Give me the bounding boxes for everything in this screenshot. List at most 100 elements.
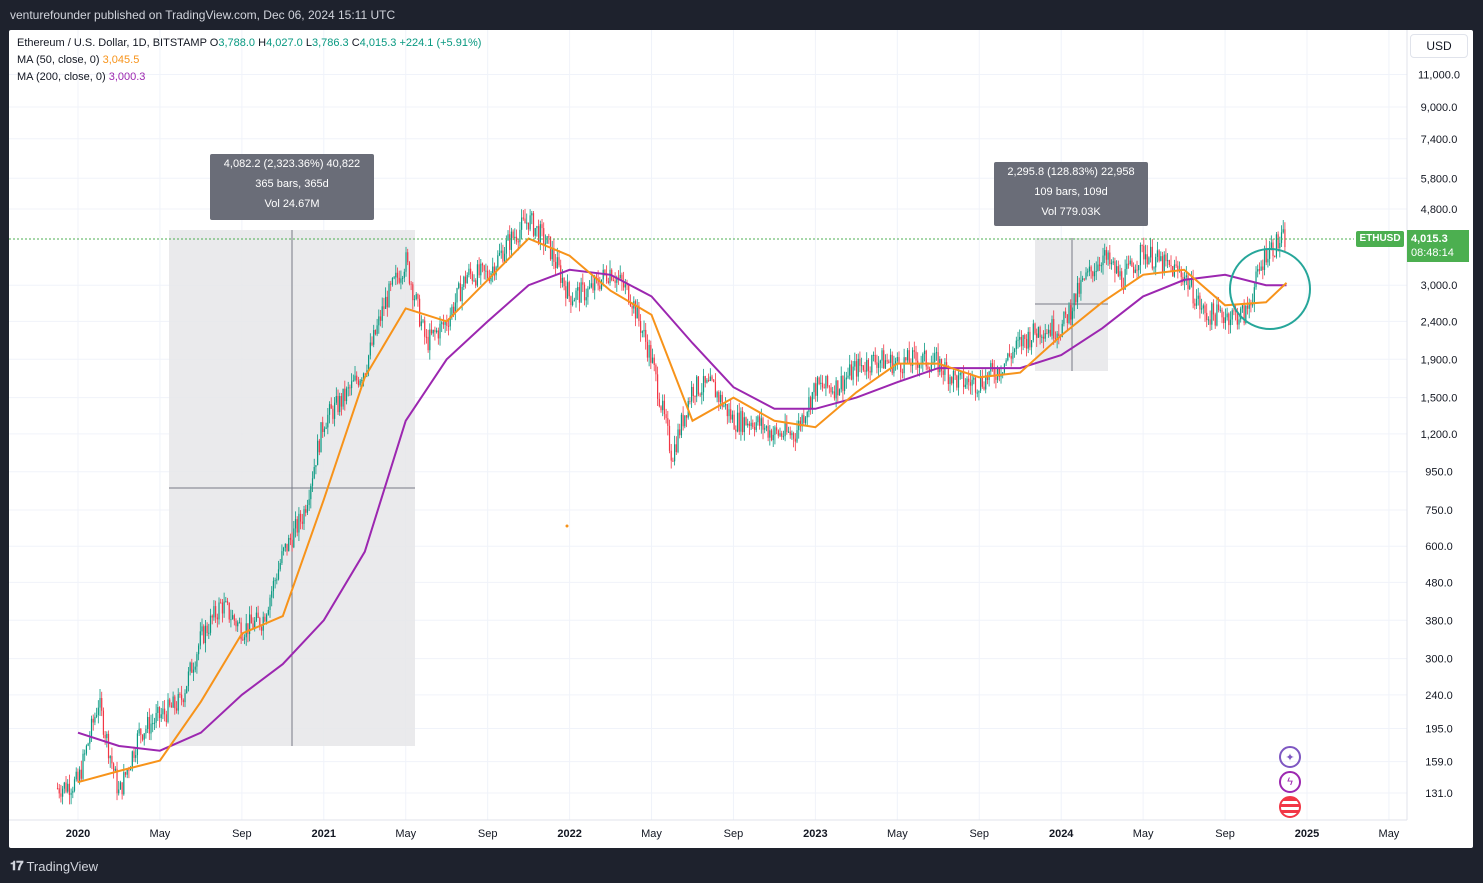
- candle: [770, 428, 773, 442]
- candle: [1284, 222, 1286, 253]
- candle-body: [99, 698, 101, 708]
- candle: [1216, 296, 1218, 327]
- candle-body: [959, 373, 961, 376]
- chart-canvas[interactable]: 11,000.0 9,000.0 7,400.0 5,800.0 4,800.0 3,00…: [9, 30, 1473, 848]
- candle: [1100, 262, 1102, 273]
- candle-body: [471, 273, 473, 281]
- candle: [1110, 259, 1113, 270]
- candle: [257, 605, 259, 619]
- candle-body: [838, 389, 841, 396]
- candle-body: [80, 769, 82, 779]
- candle-body: [551, 248, 553, 260]
- candle-body: [293, 528, 295, 548]
- price-axis-label: 131.0: [1425, 788, 1453, 800]
- candle-body: [298, 513, 300, 533]
- candle-body: [524, 218, 526, 224]
- candle-body: [852, 366, 854, 380]
- candle-body: [886, 360, 888, 362]
- candle: [425, 329, 428, 344]
- candle: [859, 351, 861, 373]
- candle-body: [1158, 250, 1160, 261]
- candle: [896, 352, 898, 370]
- candle: [680, 412, 683, 438]
- candle-body: [97, 707, 99, 716]
- legend-ma50-row[interactable]: MA (50, close, 0) 3,045.5: [17, 52, 481, 69]
- candle: [985, 369, 987, 394]
- candle: [993, 359, 995, 384]
- candle-body: [107, 733, 110, 759]
- candle-body: [903, 357, 905, 374]
- candle: [827, 374, 829, 389]
- candle-body: [240, 622, 242, 640]
- candle-body: [651, 357, 654, 363]
- candle-body: [87, 743, 89, 746]
- time-axis-label: 2023: [803, 828, 827, 840]
- candle: [915, 345, 917, 370]
- candle-body: [1053, 319, 1055, 339]
- candle: [755, 416, 757, 433]
- candle: [447, 318, 450, 336]
- candle-body: [415, 294, 417, 300]
- candle-body: [1151, 246, 1153, 269]
- candle: [1029, 326, 1031, 351]
- candle-body: [1240, 308, 1242, 320]
- candle-body: [1223, 317, 1225, 323]
- candle: [745, 416, 747, 426]
- candle: [240, 617, 242, 644]
- chart-area[interactable]: 11,000.0 9,000.0 7,400.0 5,800.0 4,800.0 3,00…: [9, 30, 1473, 848]
- candle: [337, 389, 339, 415]
- candle: [578, 282, 581, 312]
- legend-ma200-row[interactable]: MA (200, close, 0) 3,000.3: [17, 69, 481, 86]
- sparkle-icon[interactable]: ✦: [1279, 746, 1301, 768]
- candle-body: [835, 380, 837, 399]
- candle-body: [733, 414, 735, 430]
- lightning-icon[interactable]: ϟ: [1279, 771, 1301, 793]
- candle: [403, 268, 405, 283]
- candle: [439, 316, 441, 346]
- candle-body: [249, 614, 251, 635]
- us-flag-icon[interactable]: [1279, 796, 1301, 818]
- candle-body: [493, 266, 496, 276]
- candle-body: [548, 236, 550, 238]
- tradingview-logo[interactable]: 𝟏𝟕 TradingView: [10, 858, 98, 874]
- candle-body: [327, 414, 329, 428]
- candle: [818, 376, 820, 386]
- candle: [347, 381, 349, 397]
- candle: [512, 229, 514, 241]
- candle-body: [116, 768, 118, 794]
- last-price: 4,015.3: [1411, 233, 1448, 245]
- candle-body: [201, 626, 203, 632]
- candle-body: [1212, 303, 1215, 315]
- candle-body: [228, 602, 230, 620]
- candle-body: [1143, 245, 1145, 260]
- candle: [1161, 251, 1164, 279]
- candle: [854, 352, 856, 371]
- time-axis-label: May: [1379, 828, 1400, 840]
- candle-body: [691, 386, 693, 402]
- candle-body: [939, 359, 941, 373]
- candle-body: [935, 352, 938, 354]
- candle: [181, 685, 183, 706]
- candle: [832, 386, 834, 395]
- candle-body: [271, 591, 273, 598]
- candle-body: [218, 602, 220, 620]
- candle-body: [607, 281, 609, 283]
- candle: [679, 423, 681, 439]
- candle: [1277, 231, 1279, 252]
- candle-body: [636, 305, 638, 319]
- candle: [1078, 277, 1080, 298]
- candle: [422, 318, 424, 324]
- candle: [636, 299, 638, 319]
- candle: [640, 314, 642, 342]
- candle-body: [956, 375, 958, 388]
- candle: [504, 246, 506, 263]
- candle: [72, 786, 74, 799]
- candle: [65, 776, 67, 794]
- candle: [317, 434, 319, 466]
- currency-button[interactable]: USD: [1410, 34, 1468, 58]
- candle-body: [58, 788, 60, 794]
- candle: [634, 299, 637, 327]
- candle: [1085, 267, 1087, 281]
- candle-body: [182, 699, 184, 703]
- candle-body: [906, 350, 909, 361]
